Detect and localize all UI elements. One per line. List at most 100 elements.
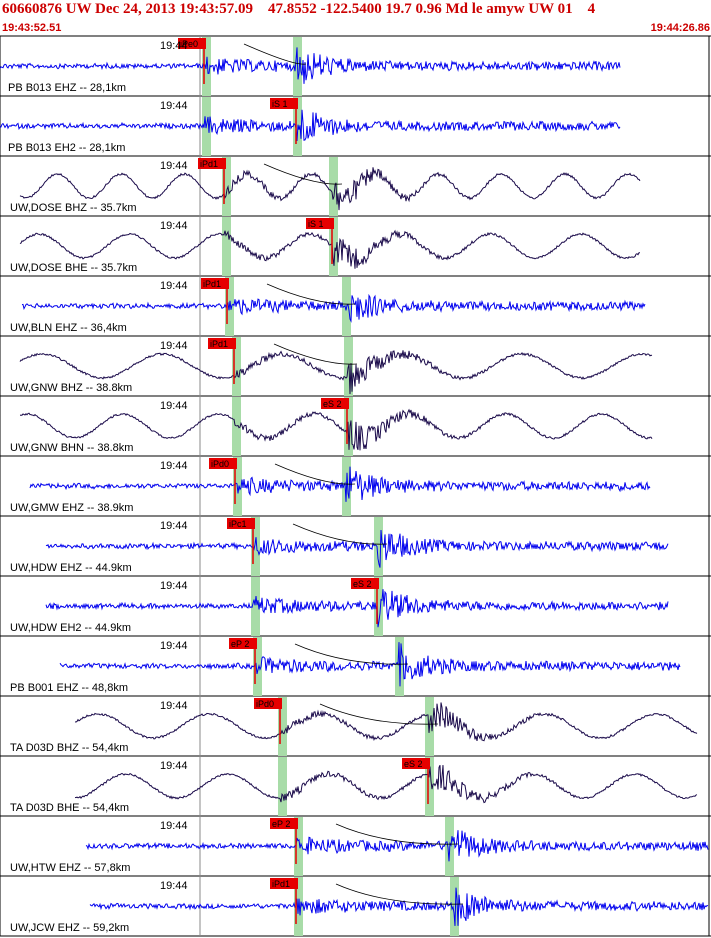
station-label: UW,HDW EHZ -- 44.9km (10, 562, 132, 574)
pick-label: iPd1 (210, 339, 228, 349)
start-time: 19:43:52.51 (2, 22, 62, 34)
waveform (85, 830, 709, 862)
waveform (89, 887, 709, 926)
trace-row: iPd1 19:44 UW,DOSE BHZ -- 35.7km (10, 156, 641, 216)
travel-curve (335, 823, 459, 845)
minute-label: 19:44 (160, 700, 188, 712)
pick-badge (208, 338, 236, 349)
station-label: UW,GNW BHN -- 38.8km (10, 442, 133, 454)
station-label: UW,HTW EHZ -- 57,8km (10, 862, 130, 874)
station-label: PB B013 EH2 -- 28,1km (8, 142, 125, 154)
minute-label: 19:44 (160, 100, 188, 112)
pick-label: eS 2 (353, 579, 372, 589)
station-label: UW,GMW EHZ -- 38.9km (10, 502, 133, 514)
s-window (374, 517, 383, 576)
pick-badge (201, 278, 229, 289)
s-window (374, 577, 383, 636)
trace-row: iPd0 19:44 TA D03D BHZ -- 54,4km (10, 696, 698, 756)
s-window (425, 757, 434, 816)
pick-label: iPd0 (211, 459, 229, 469)
minute-label: 19:44 (160, 460, 188, 472)
pick-label: iS 1 (308, 219, 324, 229)
p-window (253, 637, 262, 696)
station-label: UW,JCW EHZ -- 59,2km (10, 922, 129, 934)
waveform (19, 229, 640, 269)
travel-curve (292, 523, 388, 545)
trace-row: eP 2 19:44 UW,HTW EHZ -- 57,8km (10, 816, 709, 876)
travel-curve (319, 703, 439, 725)
minute-label: 19:44 (160, 880, 188, 892)
s-window (329, 157, 338, 216)
waveform (74, 702, 698, 742)
pick-badge (254, 698, 282, 709)
p-window (294, 817, 303, 876)
trace-row: eP 2 19:44 PB B001 EHZ -- 48,8km (10, 636, 681, 696)
minute-label: 19:44 (160, 400, 188, 412)
travel-curve (266, 283, 356, 305)
p-window (251, 577, 260, 636)
station-label: PB B001 EHZ -- 48,8km (10, 682, 128, 694)
station-label: UW,DOSE BHE -- 35.7km (10, 262, 137, 274)
trace-row: iPc1 19:44 UW,HDW EHZ -- 44.9km (10, 516, 669, 576)
pick-badge (178, 38, 206, 49)
waveform (19, 350, 653, 395)
pick-badge (198, 158, 226, 169)
pick-badge (351, 578, 379, 589)
pick-badge (402, 758, 430, 769)
p-window (222, 217, 231, 276)
p-window (251, 517, 260, 576)
trace-row: eS 2 19:44 TA D03D BHE -- 54,4km (10, 756, 698, 816)
pick-badge (270, 878, 298, 889)
pick-badge (321, 398, 349, 409)
waveform (0, 47, 621, 84)
station-label: UW,DOSE BHZ -- 35.7km (10, 202, 137, 214)
pick-badge (209, 458, 237, 469)
minute-label: 19:44 (160, 580, 188, 592)
minute-label: 19:44 (160, 220, 188, 232)
waveform (45, 529, 669, 568)
travel-curve (263, 163, 343, 185)
s-window (450, 877, 459, 936)
trace-row: iPd0 19:44 UW,GMW EHZ -- 38.9km (10, 456, 651, 516)
pick-label: eS 2 (323, 399, 342, 409)
pick-label: iS 1 (272, 99, 288, 109)
event-header: 60660876 UW Dec 24, 2013 19:43:57.09 47.… (2, 1, 596, 17)
pick-badge (229, 638, 257, 649)
pick-label: iPd1 (200, 159, 218, 169)
minute-label: 19:44 (160, 640, 188, 652)
station-label: UW,GNW BHZ -- 38.8km (10, 382, 132, 394)
trace-row: iS 1 19:44 PB B013 EH2 -- 28,1km (0, 96, 621, 156)
trace-row: eS 2 19:44 UW,GNW BHN -- 38.8km (10, 396, 653, 456)
minute-label: 19:44 (160, 160, 188, 172)
pick-badge (306, 218, 334, 229)
pick-label: iPe0 (180, 39, 198, 49)
pick-label: iPd0 (256, 699, 274, 709)
minute-label: 19:44 (160, 820, 188, 832)
minute-label: 19:44 (160, 280, 188, 292)
waveform (29, 466, 651, 502)
p-window (278, 757, 287, 816)
pick-label: iPd1 (272, 879, 290, 889)
travel-curve (294, 643, 409, 665)
pick-badge (270, 98, 298, 109)
station-label: UW,HDW EH2 -- 44.9km (10, 622, 131, 634)
travel-curve (274, 463, 356, 485)
p-window (278, 697, 287, 756)
waveform (59, 642, 681, 687)
pick-label: eS 2 (404, 759, 423, 769)
pick-badge (270, 818, 298, 829)
trace-row: iPd1 19:44 UW,GNW BHZ -- 38.8km (10, 336, 653, 396)
waveform (45, 589, 669, 628)
waveform (19, 167, 641, 211)
waveform (21, 293, 646, 323)
station-label: UW,BLN EHZ -- 36,4km (10, 322, 127, 334)
pick-label: iPc1 (229, 519, 247, 529)
minute-label: 19:44 (160, 40, 188, 52)
trace-row: iPd1 19:44 UW,JCW EHZ -- 59,2km (10, 876, 709, 936)
station-label: TA D03D BHE -- 54,4km (10, 802, 129, 814)
trace-row: iPd1 19:44 UW,BLN EHZ -- 36,4km (10, 276, 646, 336)
minute-label: 19:44 (160, 520, 188, 532)
end-time: 19:44:26.86 (650, 22, 710, 34)
